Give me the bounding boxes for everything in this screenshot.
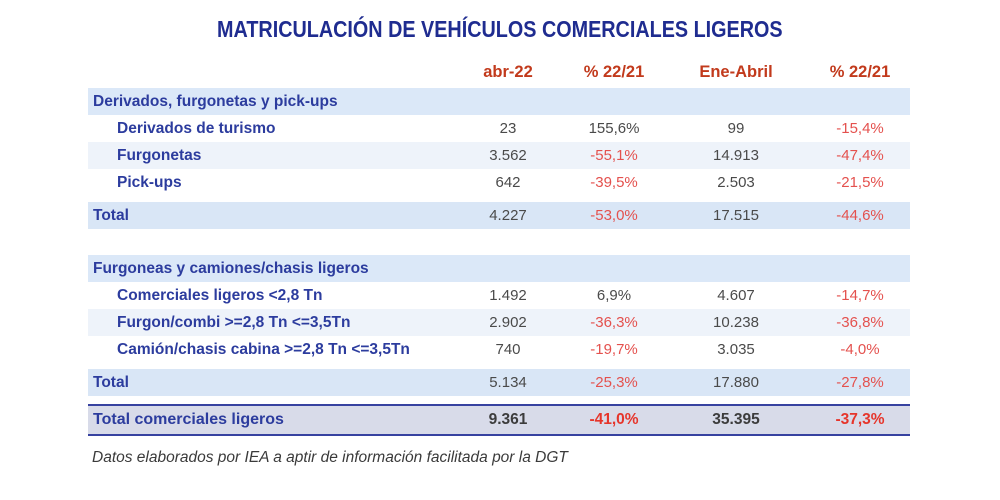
row-label: Comerciales ligeros <2,8 Tn — [117, 286, 323, 304]
table-row-derivados-turismo: Derivados de turismo 23 155,6% 99 -15,4% — [88, 115, 910, 142]
value-ene-abril: 14.913 — [713, 147, 759, 164]
value-pct-22-21-acum: -37,3% — [835, 411, 885, 428]
value-ene-abril: 17.515 — [713, 207, 759, 224]
value-pct-22-21-acum: -15,4% — [836, 120, 884, 137]
value-abr-22: 2.902 — [489, 314, 527, 331]
value-abr-22: 740 — [495, 341, 521, 358]
total-row-derivados: Total 4.227 -53,0% 17.515 -44,6% — [88, 202, 910, 229]
value-pct-22-21-acum: -36,8% — [836, 314, 884, 331]
total-row-furgones: Total 5.134 -25,3% 17.880 -27,8% — [88, 369, 910, 396]
grand-total-label: Total comerciales ligeros — [93, 411, 284, 428]
value-ene-abril: 10.238 — [713, 314, 759, 331]
section-header-label: Furgoneas y camiones/chasis ligeros — [93, 259, 369, 277]
row-label: Pick-ups — [117, 173, 182, 191]
section-header-derivados: Derivados, furgonetas y pick-ups — [88, 88, 910, 115]
value-ene-abril: 35.395 — [712, 411, 760, 428]
section-header-furgones: Furgoneas y camiones/chasis ligeros — [88, 255, 910, 282]
value-pct-22-21-acum: -14,7% — [836, 287, 884, 304]
table-row-furgonetas: Furgonetas 3.562 -55,1% 14.913 -47,4% — [88, 142, 910, 169]
row-label: Derivados de turismo — [117, 119, 276, 137]
title-container: MATRICULACIÓN DE VEHÍCULOS COMERCIALES L… — [0, 16, 1000, 43]
table-header-row: abr-22 % 22/21 Ene-Abril % 22/21 — [88, 56, 910, 88]
value-pct-22-21: 6,9% — [596, 287, 632, 304]
row-label: Furgonetas — [117, 146, 202, 164]
value-pct-22-21: -25,3% — [590, 374, 638, 391]
value-abr-22: 3.562 — [489, 147, 527, 164]
value-pct-22-21-acum: -27,8% — [836, 374, 884, 391]
column-header-pct-22-21-acum: % 22/21 — [829, 62, 891, 81]
value-pct-22-21: -19,7% — [590, 341, 638, 358]
table-row-camion-chasis: Camión/chasis cabina >=2,8 Tn <=3,5Tn 74… — [88, 336, 910, 363]
value-pct-22-21-acum: -44,6% — [836, 207, 884, 224]
total-label: Total — [93, 206, 129, 224]
value-abr-22: 1.492 — [489, 287, 527, 304]
source-footnote: Datos elaborados por IEA a aptir de info… — [92, 449, 568, 466]
value-abr-22: 9.361 — [488, 411, 528, 428]
page-title: MATRICULACIÓN DE VEHÍCULOS COMERCIALES L… — [217, 16, 783, 42]
column-header-abr-22: abr-22 — [483, 62, 533, 81]
value-ene-abril: 99 — [727, 120, 745, 137]
value-pct-22-21: -36,3% — [590, 314, 638, 331]
grand-total-row: Total comerciales ligeros 9.361 -41,0% 3… — [88, 404, 910, 436]
row-label: Camión/chasis cabina >=2,8 Tn <=3,5Tn — [117, 340, 410, 358]
total-label: Total — [93, 373, 129, 391]
registrations-table: abr-22 % 22/21 Ene-Abril % 22/21 Derivad… — [88, 56, 910, 436]
table-row-furgon-combi: Furgon/combi >=2,8 Tn <=3,5Tn 2.902 -36,… — [88, 309, 910, 336]
value-pct-22-21: -55,1% — [590, 147, 638, 164]
value-ene-abril: 17.880 — [713, 374, 759, 391]
table-row-comerciales-ligeros: Comerciales ligeros <2,8 Tn 1.492 6,9% 4… — [88, 282, 910, 309]
table-row-pickups: Pick-ups 642 -39,5% 2.503 -21,5% — [88, 169, 910, 196]
column-header-pct-22-21: % 22/21 — [583, 62, 645, 81]
value-abr-22: 5.134 — [489, 374, 527, 391]
value-ene-abril: 2.503 — [717, 174, 755, 191]
value-pct-22-21: -41,0% — [589, 411, 639, 428]
value-pct-22-21-acum: -4,0% — [840, 341, 880, 358]
value-pct-22-21-acum: -47,4% — [836, 147, 884, 164]
section-header-label: Derivados, furgonetas y pick-ups — [93, 92, 338, 110]
value-abr-22: 642 — [495, 174, 521, 191]
value-pct-22-21: -39,5% — [590, 174, 638, 191]
value-ene-abril: 4.607 — [717, 287, 755, 304]
value-pct-22-21: -53,0% — [590, 207, 638, 224]
value-abr-22: 4.227 — [489, 207, 527, 224]
value-pct-22-21-acum: -21,5% — [836, 174, 884, 191]
row-label: Furgon/combi >=2,8 Tn <=3,5Tn — [117, 313, 351, 331]
value-abr-22: 23 — [499, 120, 517, 137]
column-header-ene-abril: Ene-Abril — [699, 62, 773, 81]
value-pct-22-21: 155,6% — [588, 120, 640, 137]
value-ene-abril: 3.035 — [717, 341, 755, 358]
